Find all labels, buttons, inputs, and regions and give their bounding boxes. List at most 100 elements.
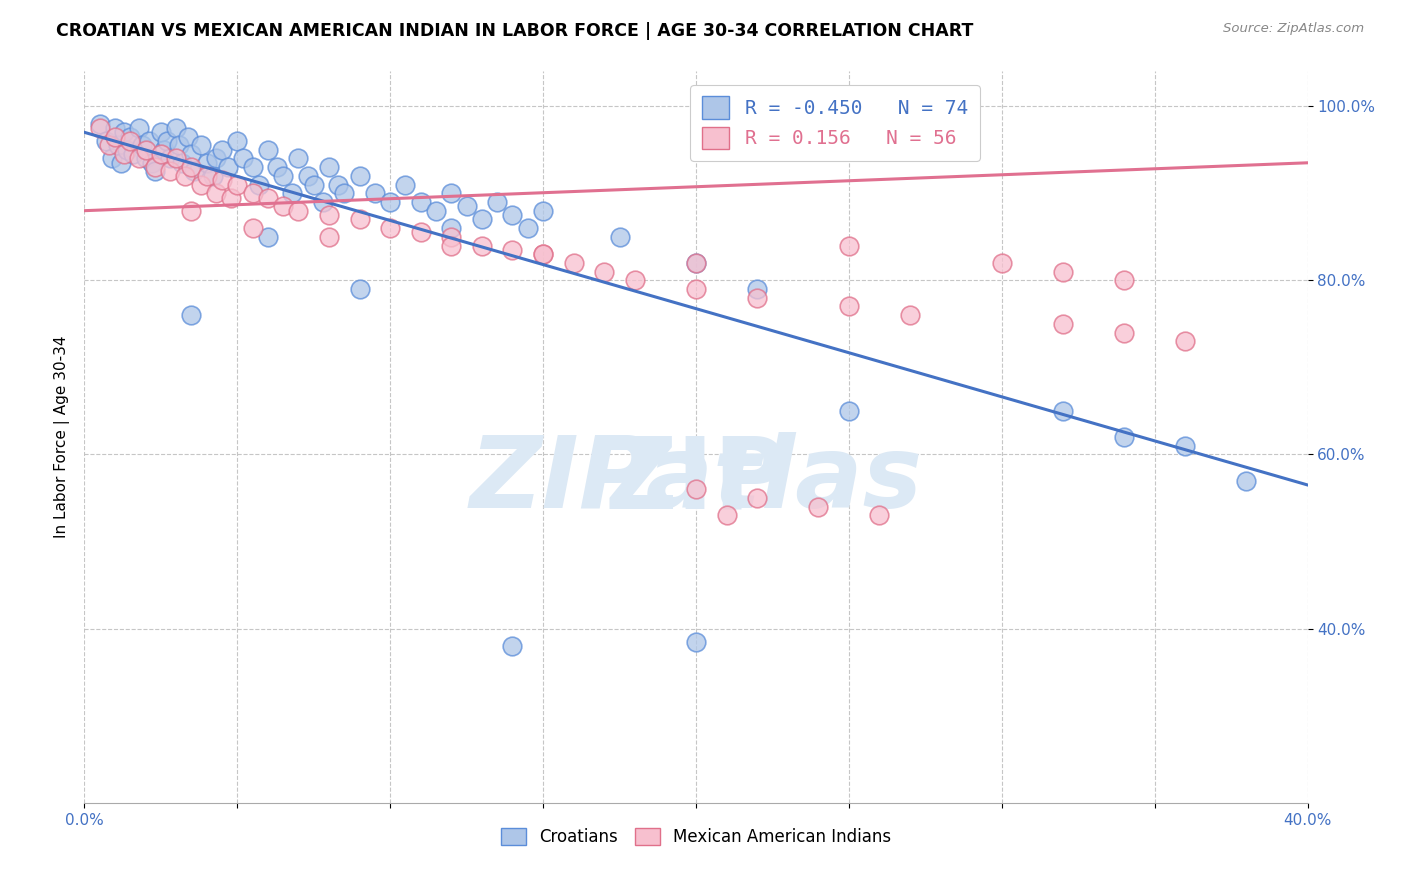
Point <box>165 152 187 166</box>
Point <box>440 229 463 244</box>
Point <box>685 282 707 296</box>
Point <box>318 229 340 244</box>
Point <box>180 308 202 322</box>
Point <box>149 147 172 161</box>
Point <box>242 221 264 235</box>
Point <box>242 186 264 201</box>
Point <box>1174 439 1197 453</box>
Point <box>242 160 264 174</box>
Point <box>120 134 142 148</box>
Point <box>180 160 202 174</box>
Point <box>135 152 157 166</box>
Point <box>1052 265 1074 279</box>
Point <box>425 203 447 218</box>
Point <box>380 194 402 209</box>
Point <box>302 178 325 192</box>
Point <box>838 300 860 314</box>
Point <box>838 404 860 418</box>
Point <box>226 134 249 148</box>
Point <box>440 221 463 235</box>
Point <box>394 178 416 192</box>
Point <box>502 243 524 257</box>
Point <box>471 238 494 252</box>
Point <box>110 155 132 169</box>
Point <box>247 178 270 192</box>
Point <box>180 147 202 161</box>
Point <box>898 308 921 322</box>
Point <box>156 134 179 148</box>
Point <box>219 191 242 205</box>
Point <box>153 143 176 157</box>
Point <box>1052 317 1074 331</box>
Point <box>143 160 166 174</box>
Point <box>747 491 769 505</box>
Point <box>128 152 150 166</box>
Point <box>349 212 371 227</box>
Point <box>318 160 340 174</box>
Point <box>747 282 769 296</box>
Point <box>486 194 509 209</box>
Point <box>502 208 524 222</box>
Point <box>624 273 647 287</box>
Point <box>141 155 163 169</box>
Point <box>1114 430 1136 444</box>
Text: CROATIAN VS MEXICAN AMERICAN INDIAN IN LABOR FORCE | AGE 30-34 CORRELATION CHART: CROATIAN VS MEXICAN AMERICAN INDIAN IN L… <box>56 22 973 40</box>
Point <box>440 186 463 201</box>
Point <box>174 169 197 183</box>
Point <box>128 120 150 135</box>
Point <box>380 221 402 235</box>
Point <box>318 208 340 222</box>
Point <box>471 212 494 227</box>
Point <box>120 129 142 144</box>
Point <box>1052 404 1074 418</box>
Point <box>440 238 463 252</box>
Point <box>149 125 172 139</box>
Point <box>531 203 554 218</box>
Point <box>165 120 187 135</box>
Point <box>104 120 127 135</box>
Point <box>297 169 319 183</box>
Point <box>183 164 205 178</box>
Point <box>312 194 335 209</box>
Point <box>685 256 707 270</box>
Point <box>266 160 288 174</box>
Point <box>135 143 157 157</box>
Point <box>211 143 233 157</box>
Point <box>172 155 194 169</box>
Text: Source: ZipAtlas.com: Source: ZipAtlas.com <box>1223 22 1364 36</box>
Point <box>409 226 432 240</box>
Point <box>226 178 249 192</box>
Point <box>131 138 153 153</box>
Point <box>107 138 129 153</box>
Point <box>89 117 111 131</box>
Point <box>122 147 145 161</box>
Point <box>97 138 120 153</box>
Point <box>409 194 432 209</box>
Point <box>531 247 554 261</box>
Point <box>112 125 135 139</box>
Point <box>1114 326 1136 340</box>
Point <box>159 164 181 178</box>
Point <box>159 152 181 166</box>
Point <box>281 186 304 201</box>
Point <box>143 164 166 178</box>
Point <box>502 639 524 653</box>
Point <box>609 229 631 244</box>
Point <box>716 508 738 523</box>
Point <box>205 186 228 201</box>
Point <box>205 152 228 166</box>
Point <box>807 500 830 514</box>
Point <box>190 178 212 192</box>
Point <box>593 265 616 279</box>
Point <box>112 147 135 161</box>
Y-axis label: In Labor Force | Age 30-34: In Labor Force | Age 30-34 <box>55 335 70 539</box>
Point <box>349 169 371 183</box>
Point <box>180 203 202 218</box>
Legend: Croatians, Mexican American Indians: Croatians, Mexican American Indians <box>494 822 898 853</box>
Point <box>201 169 224 183</box>
Point <box>531 247 554 261</box>
Point <box>190 138 212 153</box>
Point <box>89 120 111 135</box>
Point <box>1174 334 1197 349</box>
Point <box>287 152 309 166</box>
